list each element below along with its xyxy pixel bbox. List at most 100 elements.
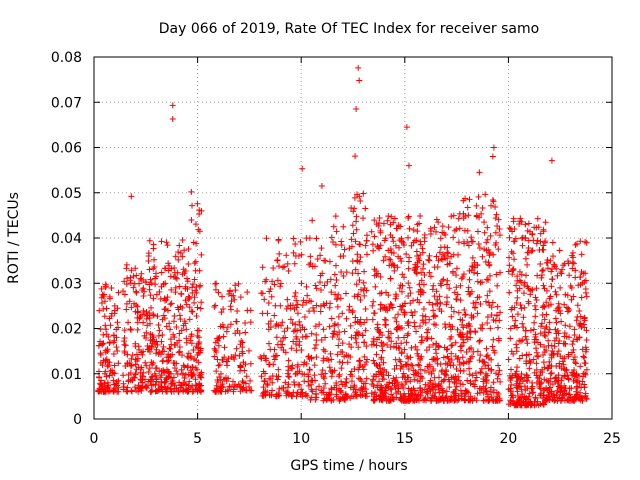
data-point [150, 265, 157, 272]
data-point [426, 269, 433, 276]
data-point [173, 385, 180, 392]
data-point [301, 359, 308, 366]
data-point [453, 265, 460, 272]
data-point [417, 387, 424, 394]
data-point [131, 280, 138, 287]
data-point [356, 241, 363, 248]
data-point [127, 277, 134, 284]
data-point [477, 369, 484, 376]
data-point [557, 268, 564, 275]
data-point [336, 329, 343, 336]
data-point [369, 302, 376, 309]
data-point [243, 387, 250, 394]
data-point [133, 289, 140, 296]
data-point [552, 288, 559, 295]
data-point [158, 372, 165, 379]
data-point [561, 372, 568, 379]
data-point [482, 370, 489, 377]
data-point [274, 257, 281, 264]
data-point [402, 393, 409, 400]
data-point [335, 321, 342, 328]
data-point [422, 381, 429, 388]
data-point [518, 402, 525, 409]
data-point [230, 292, 237, 299]
data-point [143, 362, 150, 369]
data-point [543, 259, 550, 266]
data-point [308, 394, 315, 401]
data-point [467, 378, 474, 385]
data-point [180, 322, 187, 329]
data-point [460, 215, 467, 222]
data-point [296, 338, 303, 345]
data-point [435, 342, 442, 349]
data-point [433, 288, 440, 295]
data-point [335, 342, 342, 349]
data-point [557, 307, 564, 314]
data-point [334, 303, 341, 310]
data-point [469, 238, 476, 245]
data-point [184, 362, 191, 369]
data-point [533, 240, 540, 247]
data-point [294, 327, 301, 334]
data-point [352, 319, 359, 326]
data-point [555, 348, 562, 355]
data-point [568, 284, 575, 291]
data-point [98, 381, 105, 388]
data-point [339, 340, 346, 347]
data-point [193, 283, 200, 290]
data-point [411, 319, 418, 326]
data-point [574, 302, 581, 309]
data-point [222, 388, 229, 395]
data-point [543, 394, 550, 401]
data-point [148, 344, 155, 351]
data-point [380, 257, 387, 264]
data-point [370, 373, 377, 380]
data-point [424, 335, 431, 342]
data-point [521, 304, 528, 311]
data-point [411, 387, 418, 394]
data-point [369, 241, 376, 248]
data-point [150, 360, 157, 367]
data-point [550, 253, 557, 260]
data-point [343, 269, 350, 276]
data-point [455, 309, 462, 316]
data-point [577, 397, 584, 404]
data-point [464, 227, 471, 234]
data-point [476, 385, 483, 392]
data-point [476, 169, 483, 176]
data-point [232, 287, 239, 294]
data-point [216, 374, 223, 381]
data-point [531, 224, 538, 231]
data-point [320, 346, 327, 353]
data-point [446, 359, 453, 366]
data-point [342, 290, 349, 297]
data-point [348, 368, 355, 375]
data-point [422, 319, 429, 326]
data-point [417, 213, 424, 220]
data-point [457, 297, 464, 304]
data-point [522, 255, 529, 262]
data-point [417, 252, 424, 259]
data-point [167, 273, 174, 280]
data-point [413, 270, 420, 277]
data-point [431, 264, 438, 271]
data-point [225, 290, 232, 297]
data-point [162, 386, 169, 393]
data-point [460, 238, 467, 245]
data-point [478, 365, 485, 372]
data-point [460, 324, 467, 331]
data-point [293, 370, 300, 377]
data-point [456, 331, 463, 338]
data-point [271, 356, 278, 363]
data-point [192, 365, 199, 372]
data-point [421, 396, 428, 403]
data-point [283, 252, 290, 259]
data-point [159, 316, 166, 323]
data-point [387, 330, 394, 337]
data-point [122, 342, 129, 349]
data-point [294, 301, 301, 308]
data-point [431, 224, 438, 231]
data-point [399, 302, 406, 309]
data-point [228, 306, 235, 313]
data-point [304, 292, 311, 299]
